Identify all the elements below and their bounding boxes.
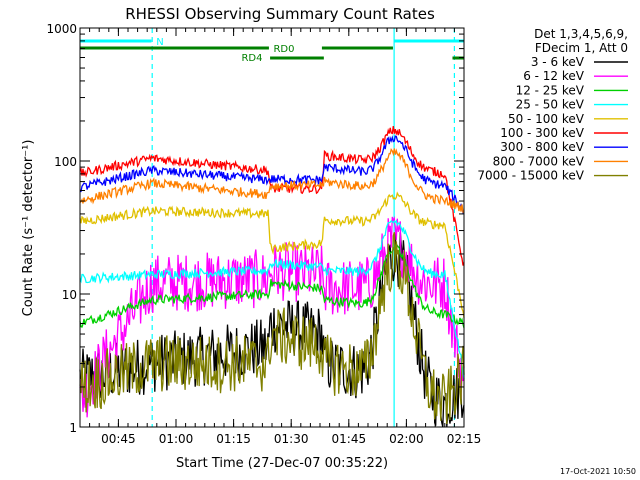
x-tick-label: 01:15 [216, 432, 251, 446]
legend-header-line-1: Det 1,3,4,5,6,9, [534, 27, 628, 41]
y-tick-label: 1000 [46, 22, 77, 36]
axis-ticks: 00:45 01:00 01:15 01:30 01:45 02:00 02:15 1 10 10… [46, 22, 481, 446]
x-tick-label: 02:15 [447, 432, 482, 446]
y-tick-label: 100 [54, 155, 77, 169]
x-tick-label: 01:45 [332, 432, 367, 446]
x-tick-label: 01:00 [159, 432, 194, 446]
footer-date: 17-Oct-2021 10:50 [560, 467, 636, 476]
legend-label-7: 300 - 800 keV [500, 140, 584, 154]
x-tick-label: 02:00 [389, 432, 424, 446]
rd4-label: RD4 [241, 53, 262, 64]
legend-label-6: 100 - 300 keV [500, 126, 584, 140]
x-tick-label: 01:30 [274, 432, 309, 446]
series-line-4 [79, 219, 465, 379]
legend-header-line-2: FDecim 1, Att 0 [535, 41, 628, 55]
legend-label-1: 3 - 6 keV [531, 55, 585, 69]
legend-label-3: 12 - 25 keV [516, 83, 585, 97]
legend-label-2: 6 - 12 keV [523, 69, 585, 83]
y-tick-label: 10 [62, 288, 77, 302]
y-tick-label: 1 [69, 421, 77, 435]
rd0-label: RD0 [273, 44, 294, 55]
series-line-9 [79, 232, 465, 425]
chart-title: RHESSI Observing Summary Count Rates [125, 5, 435, 23]
legend-label-9: 7000 - 15000 keV [477, 169, 584, 183]
series-line-5 [79, 191, 465, 318]
x-tick-label: 00:45 [101, 432, 136, 446]
legend-label-8: 800 - 7000 keV [493, 154, 585, 168]
series-line-3 [79, 244, 465, 329]
series-line-7 [80, 135, 465, 214]
y-axis-label: Count Rate (s⁻¹ detector⁻¹) [21, 140, 36, 317]
night-label: N [156, 37, 163, 48]
chart-marks [79, 126, 465, 428]
series-line-8 [79, 147, 465, 213]
legend-label-5: 50 - 100 keV [508, 112, 585, 126]
x-axis-label: Start Time (27-Dec-07 00:35:22) [176, 456, 388, 471]
legend-label-4: 25 - 50 keV [516, 98, 585, 112]
